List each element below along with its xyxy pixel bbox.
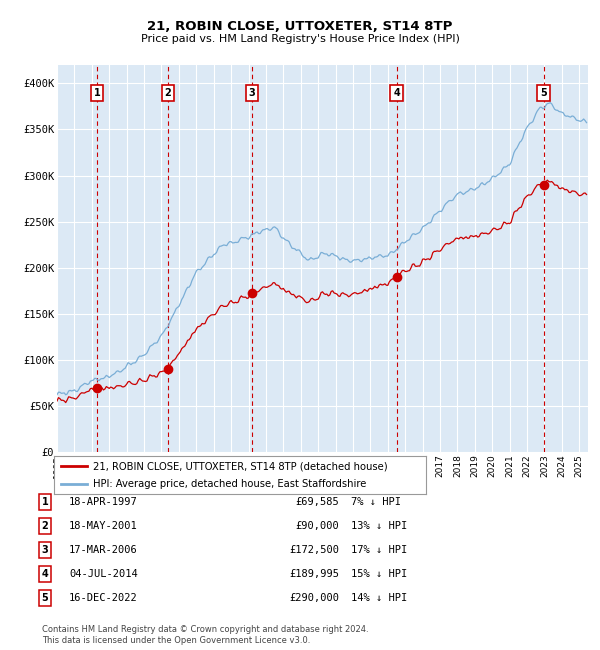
Text: 5: 5 — [541, 88, 547, 97]
Text: £290,000: £290,000 — [289, 593, 339, 603]
Text: 3: 3 — [41, 545, 49, 555]
Text: HPI: Average price, detached house, East Staffordshire: HPI: Average price, detached house, East… — [93, 479, 367, 489]
Text: 16-DEC-2022: 16-DEC-2022 — [69, 593, 138, 603]
Text: Contains HM Land Registry data © Crown copyright and database right 2024.
This d: Contains HM Land Registry data © Crown c… — [42, 625, 368, 645]
Text: 1: 1 — [41, 497, 49, 507]
Text: 04-JUL-2014: 04-JUL-2014 — [69, 569, 138, 579]
Text: 21, ROBIN CLOSE, UTTOXETER, ST14 8TP (detached house): 21, ROBIN CLOSE, UTTOXETER, ST14 8TP (de… — [93, 462, 388, 471]
Text: 17% ↓ HPI: 17% ↓ HPI — [351, 545, 407, 555]
Text: 14% ↓ HPI: 14% ↓ HPI — [351, 593, 407, 603]
Text: 3: 3 — [249, 88, 256, 97]
Text: 5: 5 — [41, 593, 49, 603]
Text: £172,500: £172,500 — [289, 545, 339, 555]
Text: £189,995: £189,995 — [289, 569, 339, 579]
Text: 15% ↓ HPI: 15% ↓ HPI — [351, 569, 407, 579]
Text: £90,000: £90,000 — [295, 521, 339, 531]
Text: Price paid vs. HM Land Registry's House Price Index (HPI): Price paid vs. HM Land Registry's House … — [140, 34, 460, 44]
Text: 2: 2 — [41, 521, 49, 531]
Text: 18-MAY-2001: 18-MAY-2001 — [69, 521, 138, 531]
Text: 1: 1 — [94, 88, 100, 97]
Text: 17-MAR-2006: 17-MAR-2006 — [69, 545, 138, 555]
Text: 7% ↓ HPI: 7% ↓ HPI — [351, 497, 401, 507]
Text: 18-APR-1997: 18-APR-1997 — [69, 497, 138, 507]
Text: £69,585: £69,585 — [295, 497, 339, 507]
Text: 4: 4 — [393, 88, 400, 97]
Text: 2: 2 — [164, 88, 172, 97]
Text: 21, ROBIN CLOSE, UTTOXETER, ST14 8TP: 21, ROBIN CLOSE, UTTOXETER, ST14 8TP — [148, 20, 452, 32]
Text: 4: 4 — [41, 569, 49, 579]
Text: 13% ↓ HPI: 13% ↓ HPI — [351, 521, 407, 531]
